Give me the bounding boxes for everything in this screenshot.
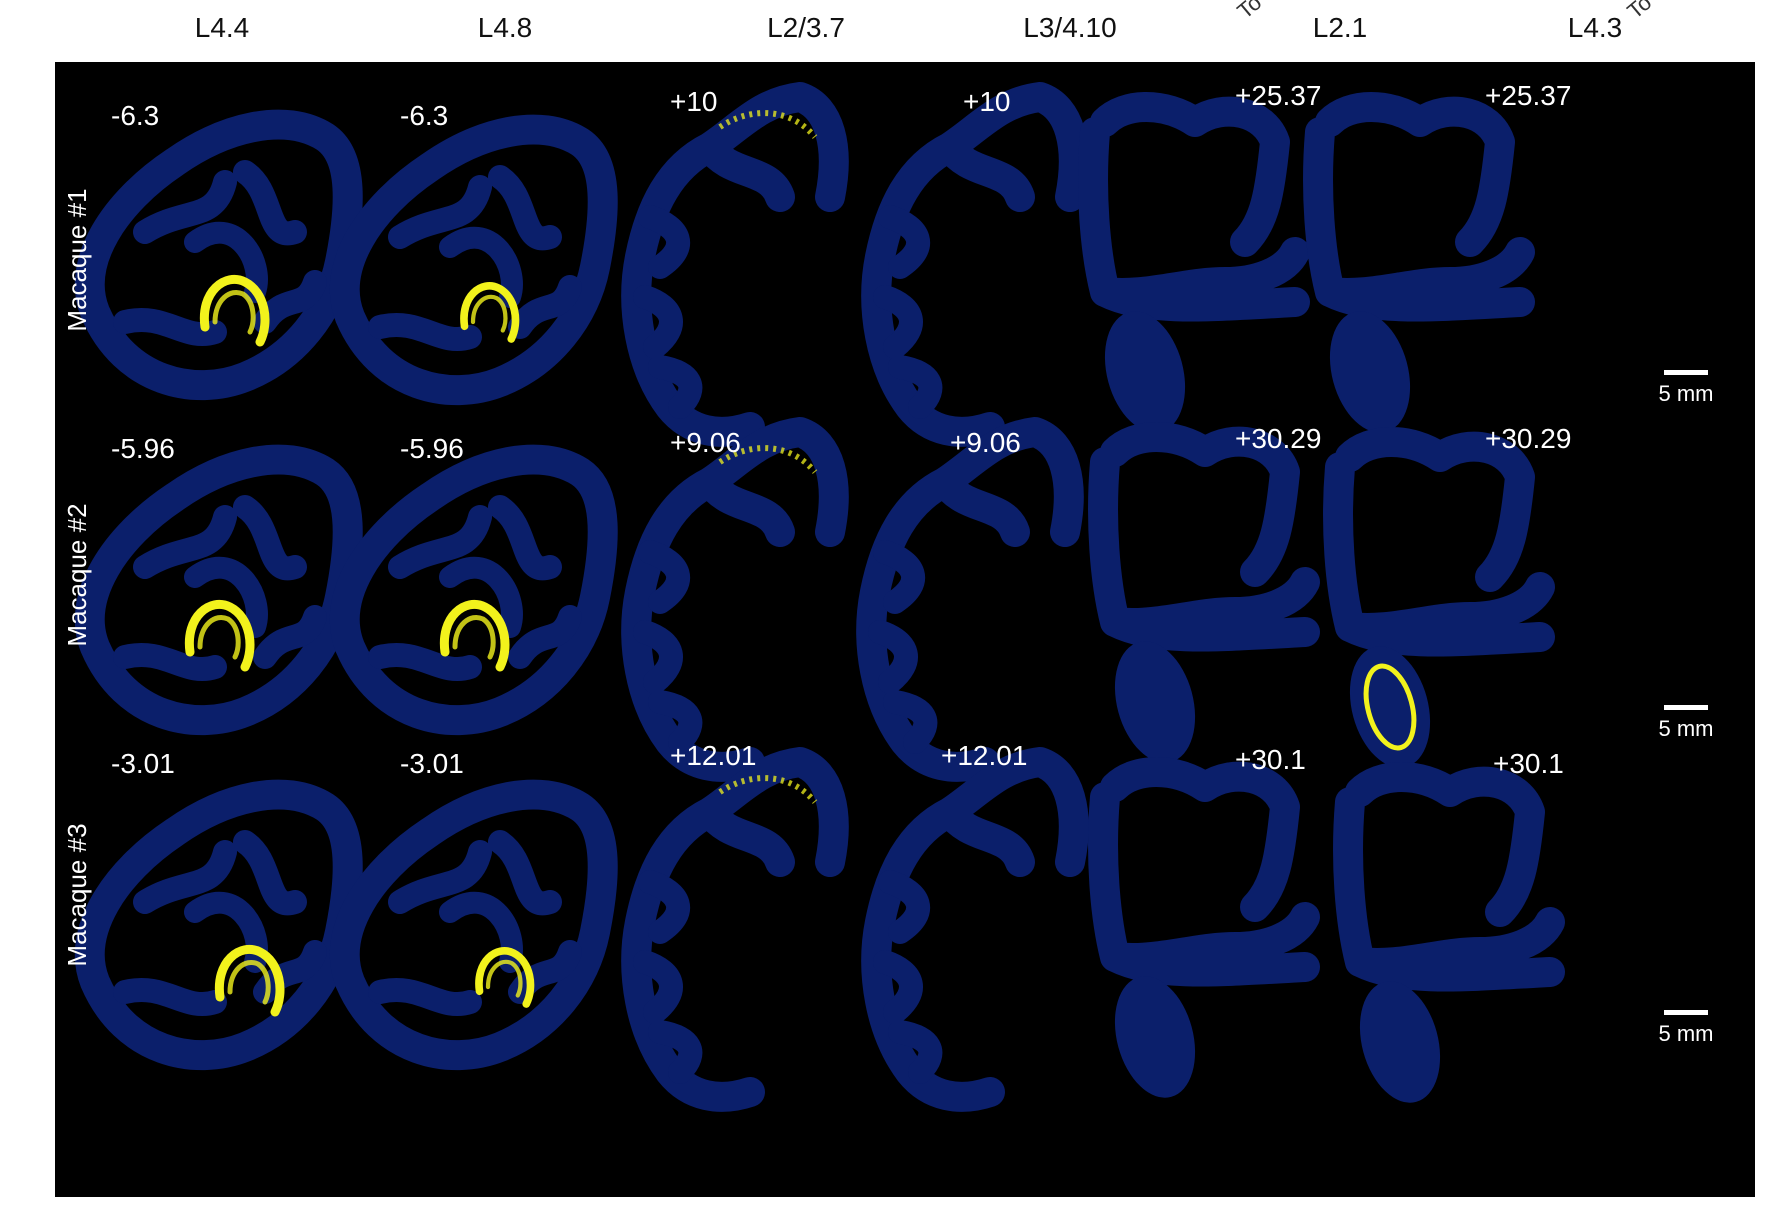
scale-bar-3: 5 mm: [1650, 1010, 1722, 1045]
section-r3-c6: [1347, 777, 1550, 1112]
scale-bar-label: 5 mm: [1658, 716, 1714, 741]
coord-r1-c2: -6.3: [400, 100, 449, 131]
coord-r3-c4: +12.01: [941, 740, 1028, 771]
column-header-5: L2.1: [1312, 12, 1368, 43]
section-r1-c6: [1317, 107, 1520, 442]
coord-r3-c5: +30.1: [1235, 744, 1306, 775]
scale-bar-line: [1664, 370, 1708, 375]
coord-r3-c6: +30.1: [1493, 748, 1564, 779]
row-label-2: Macaque #2: [62, 503, 92, 647]
scale-bar-1: 5 mm: [1650, 370, 1722, 405]
coord-r1-c3: +10: [670, 86, 718, 117]
section-r3-c2: [345, 795, 603, 1056]
scale-bar-2: 5 mm: [1650, 705, 1722, 740]
coord-r3-c3: +12.01: [670, 740, 757, 771]
coord-r2-c6: +30.29: [1485, 423, 1572, 454]
section-r2-c5: [1102, 437, 1305, 772]
coord-r1-c1: -6.3: [111, 100, 160, 131]
column-header-3: L2/3.7: [767, 12, 845, 43]
row-label-3: Macaque #3: [62, 823, 92, 967]
coord-r2-c1: -5.96: [111, 433, 175, 464]
section-r1-c5: [1092, 107, 1295, 442]
coord-r3-c2: -3.01: [400, 748, 464, 779]
figure-panel: Macaque #1 Macaque #2 Macaque #3 -6.3 -6…: [55, 62, 1755, 1197]
section-r2-c1: [90, 460, 348, 721]
coord-r2-c4: +9.06: [950, 427, 1021, 458]
scale-bar-line: [1664, 705, 1708, 710]
section-r3-c4: [876, 762, 1074, 1097]
column-header-6: L4.3: [1567, 12, 1623, 43]
row-label-1: Macaque #1: [62, 188, 92, 332]
column-header-1: L4.4: [194, 12, 250, 43]
section-r1-c3: [636, 97, 834, 432]
section-r3-c3: [636, 762, 834, 1097]
section-r2-c3: [636, 432, 834, 767]
coord-r2-c5: +30.29: [1235, 423, 1322, 454]
section-r3-c5: [1102, 772, 1305, 1107]
section-r2-c6: [1337, 442, 1540, 777]
section-r2-c2: [345, 460, 603, 721]
scale-bar-label: 5 mm: [1658, 381, 1714, 406]
section-r2-c4: [871, 432, 1069, 767]
coord-r1-c5: +25.37: [1235, 80, 1322, 111]
section-r3-c1: [90, 795, 348, 1056]
column-header-4: L3/4.10: [1023, 12, 1117, 43]
coord-r1-c6: +25.37: [1485, 80, 1572, 111]
tissue-sections: [55, 62, 1755, 1197]
scale-bar-line: [1664, 1010, 1708, 1015]
coord-r1-c4: +10: [963, 86, 1011, 117]
coord-r2-c3: +9.06: [670, 427, 741, 458]
section-r1-c2: [345, 130, 603, 391]
column-header-2: L4.8: [477, 12, 533, 43]
section-r1-c1: [90, 125, 348, 386]
coord-r2-c2: -5.96: [400, 433, 464, 464]
scale-bar-label: 5 mm: [1658, 1021, 1714, 1046]
coord-r3-c1: -3.01: [111, 748, 175, 779]
section-r1-c4: [876, 97, 1074, 432]
